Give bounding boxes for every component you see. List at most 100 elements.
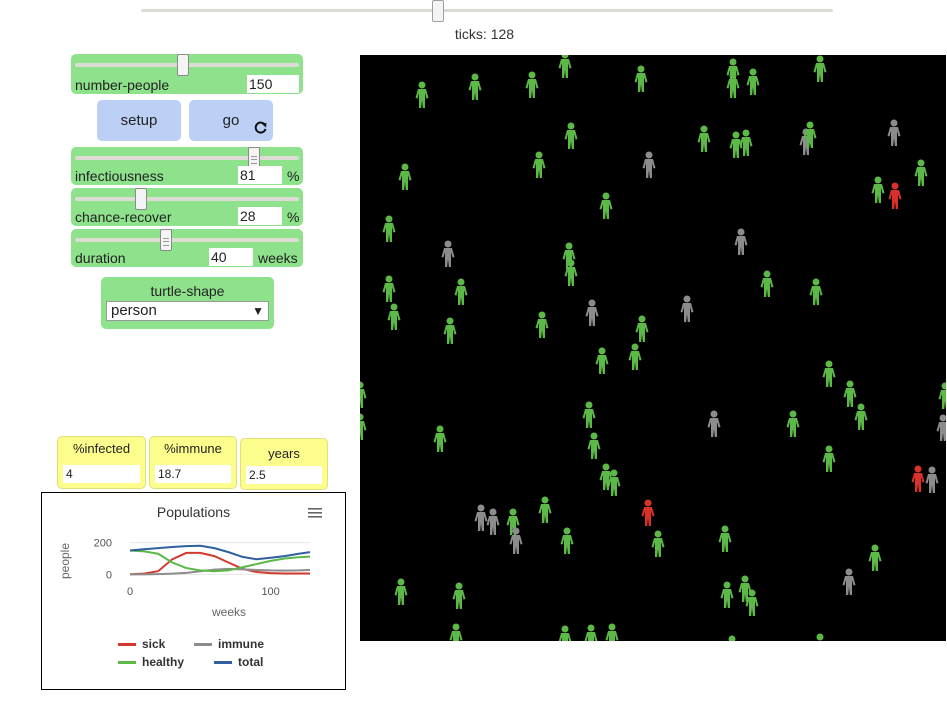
slider-value-input[interactable]: 150 bbox=[247, 75, 299, 93]
healthy-person-icon bbox=[822, 360, 836, 388]
slider-number-people[interactable]: number-people 150 bbox=[71, 54, 303, 94]
healthy-person-icon bbox=[599, 463, 613, 491]
healthy-person-icon bbox=[560, 527, 574, 555]
series-line-total bbox=[129, 544, 311, 561]
legend-item-total[interactable]: total bbox=[214, 655, 263, 669]
speed-slider-thumb[interactable] bbox=[432, 0, 444, 22]
healthy-person-icon bbox=[634, 65, 648, 93]
slider-track[interactable] bbox=[75, 156, 299, 160]
healthy-person-icon bbox=[564, 259, 578, 287]
slider-label: number-people bbox=[75, 77, 170, 93]
healthy-person-icon bbox=[725, 635, 739, 641]
slider-value-input[interactable]: 81 bbox=[238, 166, 282, 184]
healthy-person-icon bbox=[868, 544, 882, 572]
healthy-person-icon bbox=[605, 623, 619, 641]
setup-button[interactable]: setup bbox=[97, 100, 181, 141]
plot-area: 0 200 0 100 people weeks bbox=[58, 538, 311, 619]
healthy-person-icon bbox=[360, 413, 367, 441]
healthy-person-icon bbox=[382, 215, 396, 243]
slider-chance-recover[interactable]: chance-recover 28 % bbox=[71, 188, 303, 226]
healthy-person-icon bbox=[360, 381, 367, 409]
slider-thumb[interactable] bbox=[135, 188, 147, 210]
healthy-person-icon bbox=[843, 380, 857, 408]
monitor-label: %infected bbox=[72, 441, 131, 456]
immune-person-icon bbox=[734, 228, 748, 256]
go-button[interactable]: go bbox=[189, 100, 273, 141]
monitor-value: 2.5 bbox=[246, 466, 322, 484]
healthy-person-icon bbox=[718, 525, 732, 553]
x-axis-label: weeks bbox=[211, 605, 246, 619]
speed-slider-track[interactable] bbox=[141, 9, 833, 12]
chooser-select[interactable]: person bbox=[106, 301, 269, 321]
monitor-infected: %infected 4 bbox=[57, 436, 146, 489]
healthy-person-icon bbox=[398, 163, 412, 191]
x-tick-label: 100 bbox=[261, 586, 279, 598]
healthy-person-icon bbox=[726, 71, 740, 99]
slider-label: chance-recover bbox=[75, 209, 172, 225]
healthy-person-icon bbox=[914, 159, 928, 187]
healthy-person-icon bbox=[415, 81, 429, 109]
immune-person-icon bbox=[936, 414, 946, 442]
healthy-person-icon bbox=[599, 192, 613, 220]
healthy-person-icon bbox=[433, 425, 447, 453]
healthy-person-icon bbox=[443, 317, 457, 345]
populations-plot: Populations 0 200 0 100 people weeks sic… bbox=[41, 492, 346, 690]
healthy-person-icon bbox=[871, 176, 885, 204]
healthy-person-icon bbox=[745, 589, 759, 617]
healthy-person-icon bbox=[582, 401, 596, 429]
monitor-label: years bbox=[268, 446, 300, 461]
healthy-person-icon bbox=[532, 151, 546, 179]
world-view[interactable] bbox=[360, 55, 946, 641]
slider-unit: % bbox=[287, 209, 300, 225]
legend-item-sick[interactable]: sick bbox=[118, 637, 165, 651]
dropdown-arrow-icon[interactable]: ▼ bbox=[252, 304, 264, 318]
monitor-label: %immune bbox=[164, 441, 222, 456]
slider-value-input[interactable]: 40 bbox=[209, 248, 253, 266]
slider-track[interactable] bbox=[75, 238, 299, 242]
ticks-counter: ticks: 128 bbox=[454, 26, 515, 42]
monitor-value: 4 bbox=[63, 465, 140, 483]
legend-item-immune[interactable]: immune bbox=[194, 637, 264, 651]
legend-item-healthy[interactable]: healthy bbox=[118, 655, 184, 669]
immune-person-icon bbox=[680, 295, 694, 323]
turtle-shape-chooser[interactable]: turtle-shape person ▼ bbox=[101, 277, 274, 329]
slider-duration[interactable]: duration 40 weeks bbox=[71, 229, 303, 267]
healthy-person-icon bbox=[382, 275, 396, 303]
series-line-immune bbox=[130, 567, 311, 576]
healthy-person-icon bbox=[697, 125, 711, 153]
immune-person-icon bbox=[585, 299, 599, 327]
slider-unit: weeks bbox=[258, 250, 298, 266]
slider-infectiousness[interactable]: infectiousness 81 % bbox=[71, 147, 303, 185]
immune-person-icon bbox=[842, 568, 856, 596]
sick-person-icon bbox=[911, 465, 925, 493]
y-tick-label: 200 bbox=[94, 538, 112, 550]
healthy-person-icon bbox=[449, 623, 463, 641]
immune-person-icon bbox=[509, 527, 523, 555]
healthy-person-icon bbox=[595, 347, 609, 375]
healthy-person-icon bbox=[635, 315, 649, 343]
monitor-years: years 2.5 bbox=[240, 438, 328, 490]
healthy-person-icon bbox=[607, 469, 621, 497]
healthy-person-icon bbox=[558, 625, 572, 641]
healthy-person-icon bbox=[822, 445, 836, 473]
immune-person-icon bbox=[642, 151, 656, 179]
monitor-immune: %immune 18.7 bbox=[149, 436, 237, 489]
monitor-value: 18.7 bbox=[155, 465, 231, 483]
healthy-person-icon bbox=[854, 403, 868, 431]
hamburger-menu-icon[interactable] bbox=[308, 506, 322, 518]
healthy-person-icon bbox=[535, 311, 549, 339]
healthy-person-icon bbox=[468, 73, 482, 101]
slider-thumb[interactable] bbox=[160, 229, 172, 251]
slider-unit: % bbox=[287, 168, 300, 184]
plot-title: Populations bbox=[156, 504, 231, 520]
healthy-person-icon bbox=[720, 581, 734, 609]
slider-value-input[interactable]: 28 bbox=[238, 207, 282, 225]
slider-track[interactable] bbox=[75, 197, 299, 201]
y-axis-label: people bbox=[58, 543, 72, 579]
slider-thumb[interactable] bbox=[177, 54, 189, 76]
healthy-person-icon bbox=[803, 121, 817, 149]
healthy-person-icon bbox=[558, 55, 572, 79]
immune-person-icon bbox=[486, 508, 500, 536]
sick-person-icon bbox=[641, 499, 655, 527]
y-tick-label: 0 bbox=[106, 569, 112, 581]
